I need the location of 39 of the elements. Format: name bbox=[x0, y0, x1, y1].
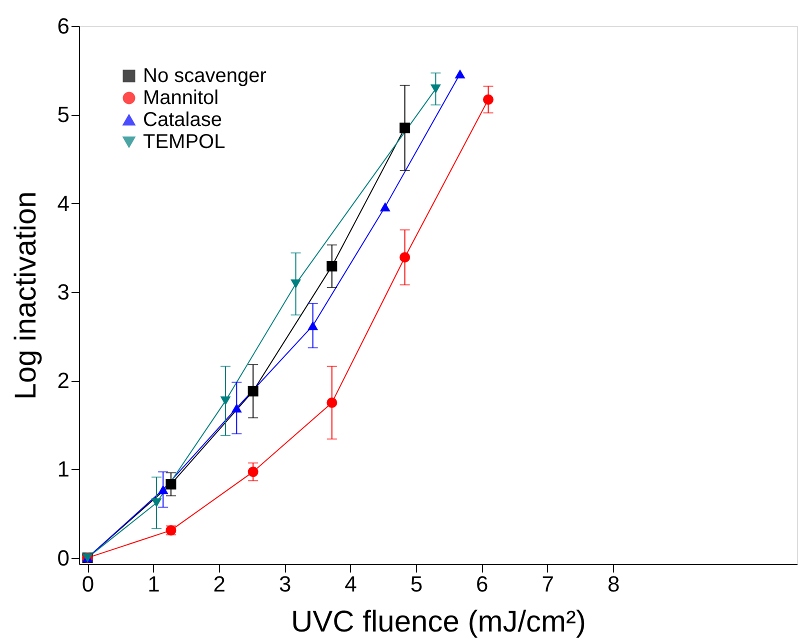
point bbox=[231, 403, 242, 413]
point bbox=[326, 397, 338, 408]
y-tick-label: 4 bbox=[57, 190, 70, 216]
legend-label: Mannitol bbox=[143, 87, 219, 109]
y-tick-label: 3 bbox=[57, 279, 70, 304]
legend-label: No scavenger bbox=[143, 65, 267, 87]
point bbox=[248, 386, 258, 396]
y-tick-label: 6 bbox=[57, 14, 70, 38]
x-tick-label: 0 bbox=[82, 572, 94, 596]
y-tick-label: 1 bbox=[57, 456, 70, 482]
legend-label: Catalase bbox=[143, 109, 222, 131]
y-tick-label: 0 bbox=[57, 545, 70, 570]
x-tick-label: 6 bbox=[476, 572, 488, 596]
point bbox=[158, 485, 168, 494]
legend-label: TEMPOL bbox=[143, 131, 226, 153]
y-tick-label: 5 bbox=[57, 102, 70, 128]
point bbox=[454, 69, 466, 78]
x-tick-label: 1 bbox=[148, 572, 160, 596]
x-tick-label: 3 bbox=[278, 572, 292, 596]
x-tick-label: 7 bbox=[542, 572, 554, 596]
point bbox=[151, 498, 162, 508]
x-axis-title: UVC fluence (mJ/cm²) bbox=[290, 606, 586, 638]
point bbox=[430, 84, 441, 94]
point bbox=[380, 202, 390, 212]
y-axis-title: Log inactivation bbox=[9, 191, 42, 400]
point bbox=[308, 321, 318, 330]
point bbox=[220, 396, 231, 406]
point bbox=[400, 122, 410, 134]
y-tick-label: 2 bbox=[57, 368, 70, 394]
point bbox=[248, 466, 258, 478]
point bbox=[166, 478, 176, 490]
point bbox=[290, 279, 302, 288]
point bbox=[400, 252, 410, 263]
point bbox=[483, 94, 494, 105]
point bbox=[326, 260, 338, 272]
x-tick-label: 5 bbox=[410, 572, 423, 596]
x-tick-label: 2 bbox=[213, 572, 226, 596]
x-tick-label: 8 bbox=[607, 572, 620, 596]
x-tick-label: 4 bbox=[344, 572, 357, 596]
